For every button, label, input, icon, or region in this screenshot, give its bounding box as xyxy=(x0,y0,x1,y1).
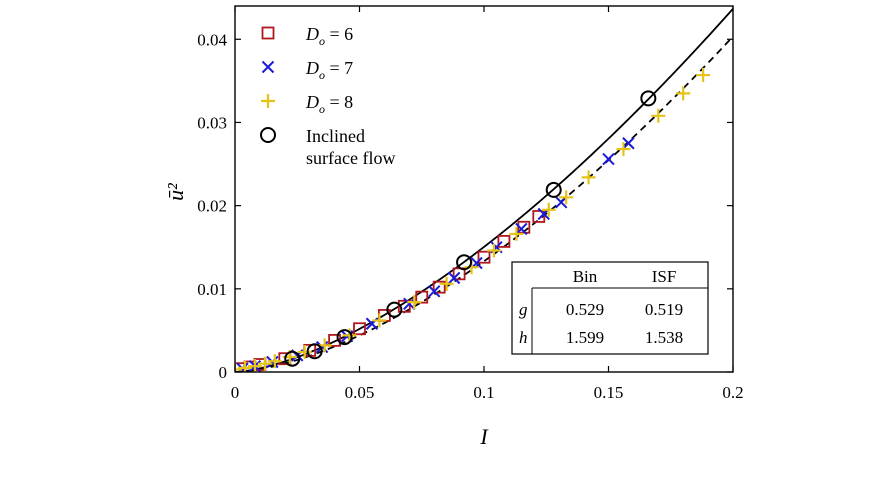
table-row-label: h xyxy=(519,328,528,347)
data-point-square xyxy=(497,235,511,248)
data-point-circle xyxy=(386,301,403,318)
y-tick-label: 0 xyxy=(219,363,228,382)
data-point-plus xyxy=(486,243,501,258)
data-point-square xyxy=(477,250,491,264)
data-point-x xyxy=(447,271,461,285)
data-point-plus xyxy=(235,362,242,372)
data-point-plus xyxy=(267,354,282,369)
legend-marker-x xyxy=(261,60,275,74)
data-point-x xyxy=(315,340,329,354)
data-point-plus xyxy=(509,226,524,241)
data-point-plus xyxy=(372,313,387,328)
legend-marker-plus xyxy=(261,94,275,108)
fit-lines xyxy=(235,8,733,372)
data-point-x xyxy=(427,285,441,298)
y-tick-label: 0.01 xyxy=(197,280,227,299)
data-point-square xyxy=(532,210,546,223)
data-point-x xyxy=(554,196,568,209)
data-point-plus xyxy=(581,170,596,185)
data-point-square xyxy=(353,322,366,336)
table-cell-bin: 0.529 xyxy=(566,300,604,319)
y-tick-label: 0.03 xyxy=(197,113,227,132)
data-point-plus xyxy=(237,360,252,372)
data-point-plus xyxy=(257,356,272,371)
table-header: ISF xyxy=(652,267,677,286)
data-point-plus xyxy=(439,276,454,291)
x-axis-label: I xyxy=(479,424,489,449)
data-point-circle xyxy=(284,350,301,367)
data-point-plus xyxy=(407,295,422,310)
x-tick-label: 0.2 xyxy=(722,383,743,402)
legend-marker-square xyxy=(261,26,275,40)
data-point-x xyxy=(403,297,416,310)
table-frame xyxy=(511,261,709,355)
data-point-square xyxy=(328,333,342,347)
legend-label: Do = 8 xyxy=(305,92,353,116)
fit-line-bin xyxy=(235,35,733,372)
data-point-x xyxy=(622,137,635,150)
table-cell-isf: 0.519 xyxy=(645,300,683,319)
y-tick-label: 0.02 xyxy=(197,197,227,216)
data-point-plus xyxy=(247,359,262,372)
legend-label: Do = 6 xyxy=(305,24,353,48)
data-point-circle xyxy=(545,181,562,198)
data-point-square xyxy=(415,290,429,304)
axes xyxy=(234,5,734,373)
x-tick-label: 0.05 xyxy=(345,383,375,402)
data-point-plus xyxy=(616,142,631,157)
data-point-plus xyxy=(696,68,711,83)
data-point-plus xyxy=(676,86,691,101)
data-point-x xyxy=(515,222,528,236)
table-cell-isf: 1.538 xyxy=(645,328,683,347)
data-point-plus xyxy=(559,190,574,205)
data-point-plus xyxy=(297,345,312,360)
legend-marker-circle xyxy=(260,127,276,143)
fit-parameter-table: Bin ISF g 0.529 0.519 h 1.599 1.538 xyxy=(511,261,709,355)
legend-label: surface flow xyxy=(306,148,395,168)
data-point-x xyxy=(602,152,615,166)
x-tick-label: 0.1 xyxy=(473,383,494,402)
y-tick-label: 0.04 xyxy=(197,30,227,49)
tick-labels: 0 0.05 0.1 0.15 0.2 0 0.01 0.02 0.03 0.04 xyxy=(197,30,743,402)
legend-label: Do = 7 xyxy=(305,58,353,82)
y-axis-label: ū² xyxy=(163,183,188,201)
fit-line-isf xyxy=(235,8,733,372)
table-header: Bin xyxy=(573,267,598,286)
data-point-square xyxy=(432,280,446,294)
x-tick-label: 0.15 xyxy=(594,383,624,402)
legend-label: Inclined xyxy=(306,126,365,146)
data-point-plus xyxy=(342,328,357,343)
data-point-circle xyxy=(336,329,353,346)
data-point-plus xyxy=(541,202,556,217)
data-markers xyxy=(235,68,711,372)
data-point-circle xyxy=(456,254,473,271)
table-cell-bin: 1.599 xyxy=(566,328,604,347)
table-row-label: g xyxy=(519,300,528,319)
x-tick-label: 0 xyxy=(231,383,240,402)
data-point-circle xyxy=(640,90,657,107)
data-point-plus xyxy=(651,108,666,123)
data-point-circle xyxy=(306,343,323,360)
data-point-square xyxy=(397,299,411,313)
